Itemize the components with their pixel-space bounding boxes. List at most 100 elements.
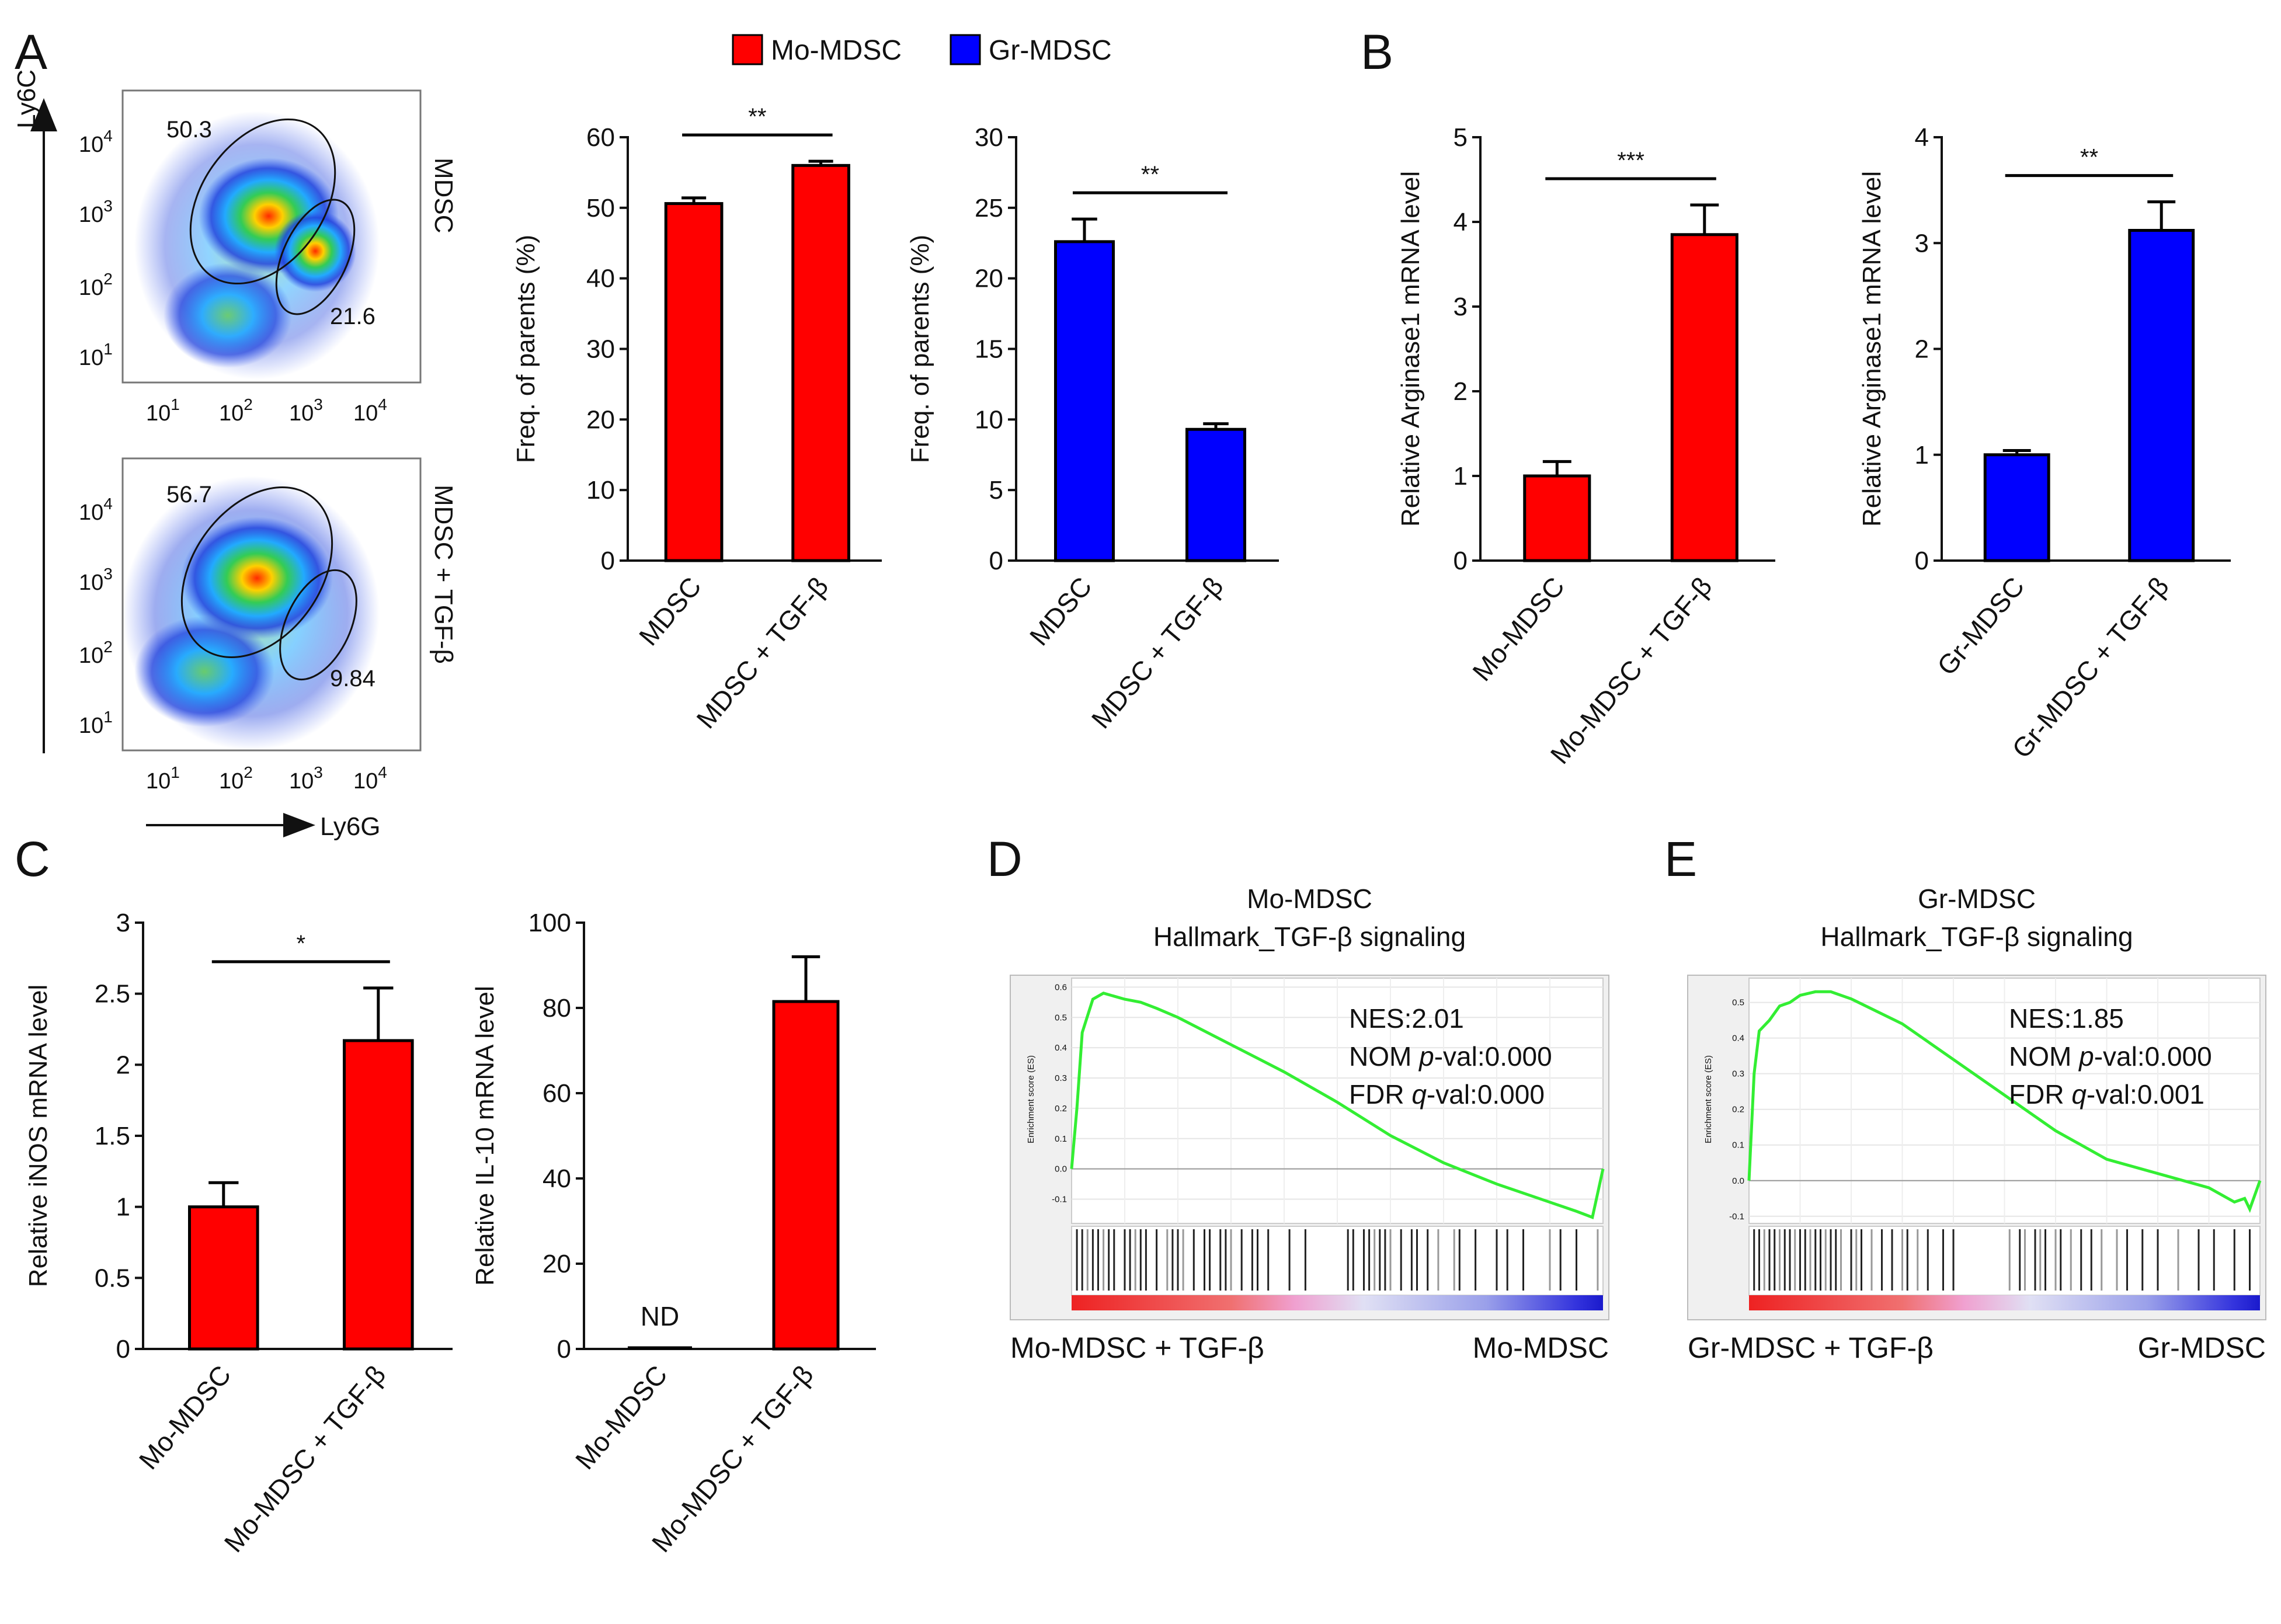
gsea-left-label: Gr-MDSC + TGF-β xyxy=(1688,1331,1934,1364)
bar xyxy=(1670,233,1738,562)
gsea-y-axis-label: Enrichment score (ES) xyxy=(1026,1055,1036,1143)
gsea-fdr-qval-part: -val:0.000 xyxy=(1427,1079,1545,1110)
gsea-fdr-qval-part: -val:0.001 xyxy=(2087,1079,2204,1110)
flow-bottom-x-ticks: 101 102 103 104 xyxy=(146,763,387,794)
significance-stars: ** xyxy=(2080,145,2098,171)
y-axis-label: Freq. of parents (%) xyxy=(906,235,934,463)
category-label: MDSC + TGF-β xyxy=(1086,571,1229,734)
gsea-rank-bar xyxy=(1749,1295,2260,1310)
y-tick-label: 30 xyxy=(586,335,615,364)
flow-bottom-gate-lower xyxy=(279,569,357,681)
flow-bottom-y-ticks: 104 103 102 101 xyxy=(79,495,113,738)
y-tick-label: 2 xyxy=(1454,377,1468,406)
y-tick-label: 20 xyxy=(975,265,1003,293)
gsea-hit-area xyxy=(1071,1226,1604,1296)
gsea-title-line2: Hallmark_TGF-β signaling xyxy=(1153,921,1466,952)
flow-plot-top: 50.3 21.6 MDSC 104 103 102 101 101 102 1… xyxy=(79,89,458,426)
gsea-nom-pval-part: NOM xyxy=(1349,1041,1419,1072)
flow-top-cloud-right xyxy=(274,210,356,292)
y-tick-label: 3 xyxy=(1454,293,1468,321)
flow-top-condition: MDSC xyxy=(429,158,458,234)
gsea-y-tick-label: 0.1 xyxy=(1732,1140,1744,1150)
gsea-left-label: Mo-MDSC + TGF-β xyxy=(1010,1331,1264,1364)
flow-bottom-gate-upper-value: 56.7 xyxy=(166,482,212,507)
legend-gr-swatch xyxy=(950,34,981,65)
flow-top-gate-lower xyxy=(275,199,356,315)
flow-bottom-cloud-tail xyxy=(134,616,274,727)
flow-bottom-ytick-3: 103 xyxy=(79,565,113,595)
legend-mo-swatch xyxy=(732,34,763,65)
gsea-fdr-qval-part: q xyxy=(1411,1079,1427,1110)
bar xyxy=(791,164,850,562)
flow-top-gate-upper-value: 50.3 xyxy=(166,117,212,142)
y-tick-label: 4 xyxy=(1454,208,1468,237)
category-label: MDSC xyxy=(1024,571,1098,651)
flow-plot-bottom: 56.7 9.84 MDSC + TGF-β 104 103 102 101 1… xyxy=(79,457,458,794)
y-axis-label: Freq. of parents (%) xyxy=(512,235,540,463)
flow-top-y-ticks: 104 103 102 101 xyxy=(79,127,113,370)
y-tick-label: 2.5 xyxy=(95,980,130,1009)
flow-top-xtick-4: 104 xyxy=(353,395,387,426)
significance-stars: ** xyxy=(1141,162,1159,187)
gsea-title-line1: Mo-MDSC xyxy=(1247,884,1372,914)
significance-stars: *** xyxy=(1617,148,1644,173)
y-tick-label: 1 xyxy=(1915,441,1929,470)
flow-bottom-gate-lower-value: 9.84 xyxy=(330,666,375,691)
gsea-fdr-qval-part: FDR xyxy=(1349,1079,1411,1110)
y-tick-label: 2 xyxy=(1915,335,1929,364)
flow-bottom-gate-upper xyxy=(180,486,333,658)
gsea-es-curve xyxy=(1070,992,1605,1219)
bar xyxy=(1983,453,2050,562)
gsea-right-label: Mo-MDSC xyxy=(1473,1331,1609,1364)
bar-chart-b-mo-arginase: 0 1 2 3 4 5 Relative Arginase1 mRNA level Mo-MD… xyxy=(1396,123,1775,770)
flow-top-xtick-1: 101 xyxy=(146,395,180,426)
y-tick-label: 0 xyxy=(989,547,1003,575)
bar xyxy=(343,1039,414,1351)
y-tick-label: 40 xyxy=(586,265,615,293)
y-tick-label: 80 xyxy=(543,994,571,1023)
gsea-right-label: Gr-MDSC xyxy=(2138,1331,2266,1364)
y-tick-label: 60 xyxy=(543,1079,571,1108)
gsea-y-tick-label: -0.1 xyxy=(1052,1195,1067,1205)
gsea-nom-pval-part: -val:0.000 xyxy=(2094,1041,2212,1072)
gsea-y-tick-label: 0.5 xyxy=(1055,1013,1067,1023)
y-tick-label: 3 xyxy=(116,909,130,937)
panel-label-a: A xyxy=(15,25,47,79)
y-tick-label: 25 xyxy=(975,194,1003,222)
gsea-y-tick-label: 0.4 xyxy=(1732,1034,1744,1044)
category-label: Gr-MDSC xyxy=(1931,571,2030,681)
bar-chart-a-mo-freq: 0 10 20 30 40 50 60 Freq. of parents (%) MDSCMDS… xyxy=(512,104,882,734)
category-label: Mo-MDSC xyxy=(569,1359,673,1475)
gsea-y-tick-label: 0.3 xyxy=(1055,1073,1067,1083)
bar xyxy=(664,202,724,562)
gsea-nom-pval-part: NOM xyxy=(2009,1041,2079,1072)
y-axis-label: Relative iNOS mRNA level xyxy=(24,985,53,1287)
flow-bottom-ytick-1: 101 xyxy=(79,708,113,738)
flow-x-arrowhead xyxy=(283,813,315,837)
y-tick-label: 10 xyxy=(975,405,1003,434)
bar xyxy=(1185,427,1246,562)
category-label: MDSC xyxy=(633,571,707,651)
panel-label-c: C xyxy=(15,832,50,886)
flow-bottom-cloud-core xyxy=(181,517,333,639)
legend: Mo-MDSC Gr-MDSC xyxy=(732,34,1112,66)
bar xyxy=(772,1000,840,1351)
panel-label-d: D xyxy=(987,832,1023,886)
y-tick-label: 100 xyxy=(528,909,571,937)
gsea-y-tick-label: 0.2 xyxy=(1055,1104,1067,1114)
flow-top-x-ticks: 101 102 103 104 xyxy=(146,395,387,426)
gsea-fdr-qval-part: q xyxy=(2071,1079,2087,1110)
gsea-y-tick-label: 0.0 xyxy=(1055,1164,1067,1174)
panel-label-e: E xyxy=(1664,832,1697,886)
significance-stars: ** xyxy=(748,104,766,130)
gsea-nom-pval: NOM p-val:0.000 xyxy=(2009,1041,2212,1072)
gsea-y-axis-label: Enrichment score (ES) xyxy=(1703,1055,1713,1143)
y-tick-label: 0 xyxy=(601,547,615,575)
gsea-fdr-qval: FDR q-val:0.000 xyxy=(1349,1079,1545,1110)
gsea-title-line2: Hallmark_TGF-β signaling xyxy=(1820,921,2133,952)
bar xyxy=(188,1205,259,1351)
flow-top-ytick-1: 101 xyxy=(79,340,113,370)
y-tick-label: 2 xyxy=(116,1051,130,1079)
bar xyxy=(2128,229,2195,562)
gsea-y-tick-label: 0.6 xyxy=(1055,982,1067,992)
